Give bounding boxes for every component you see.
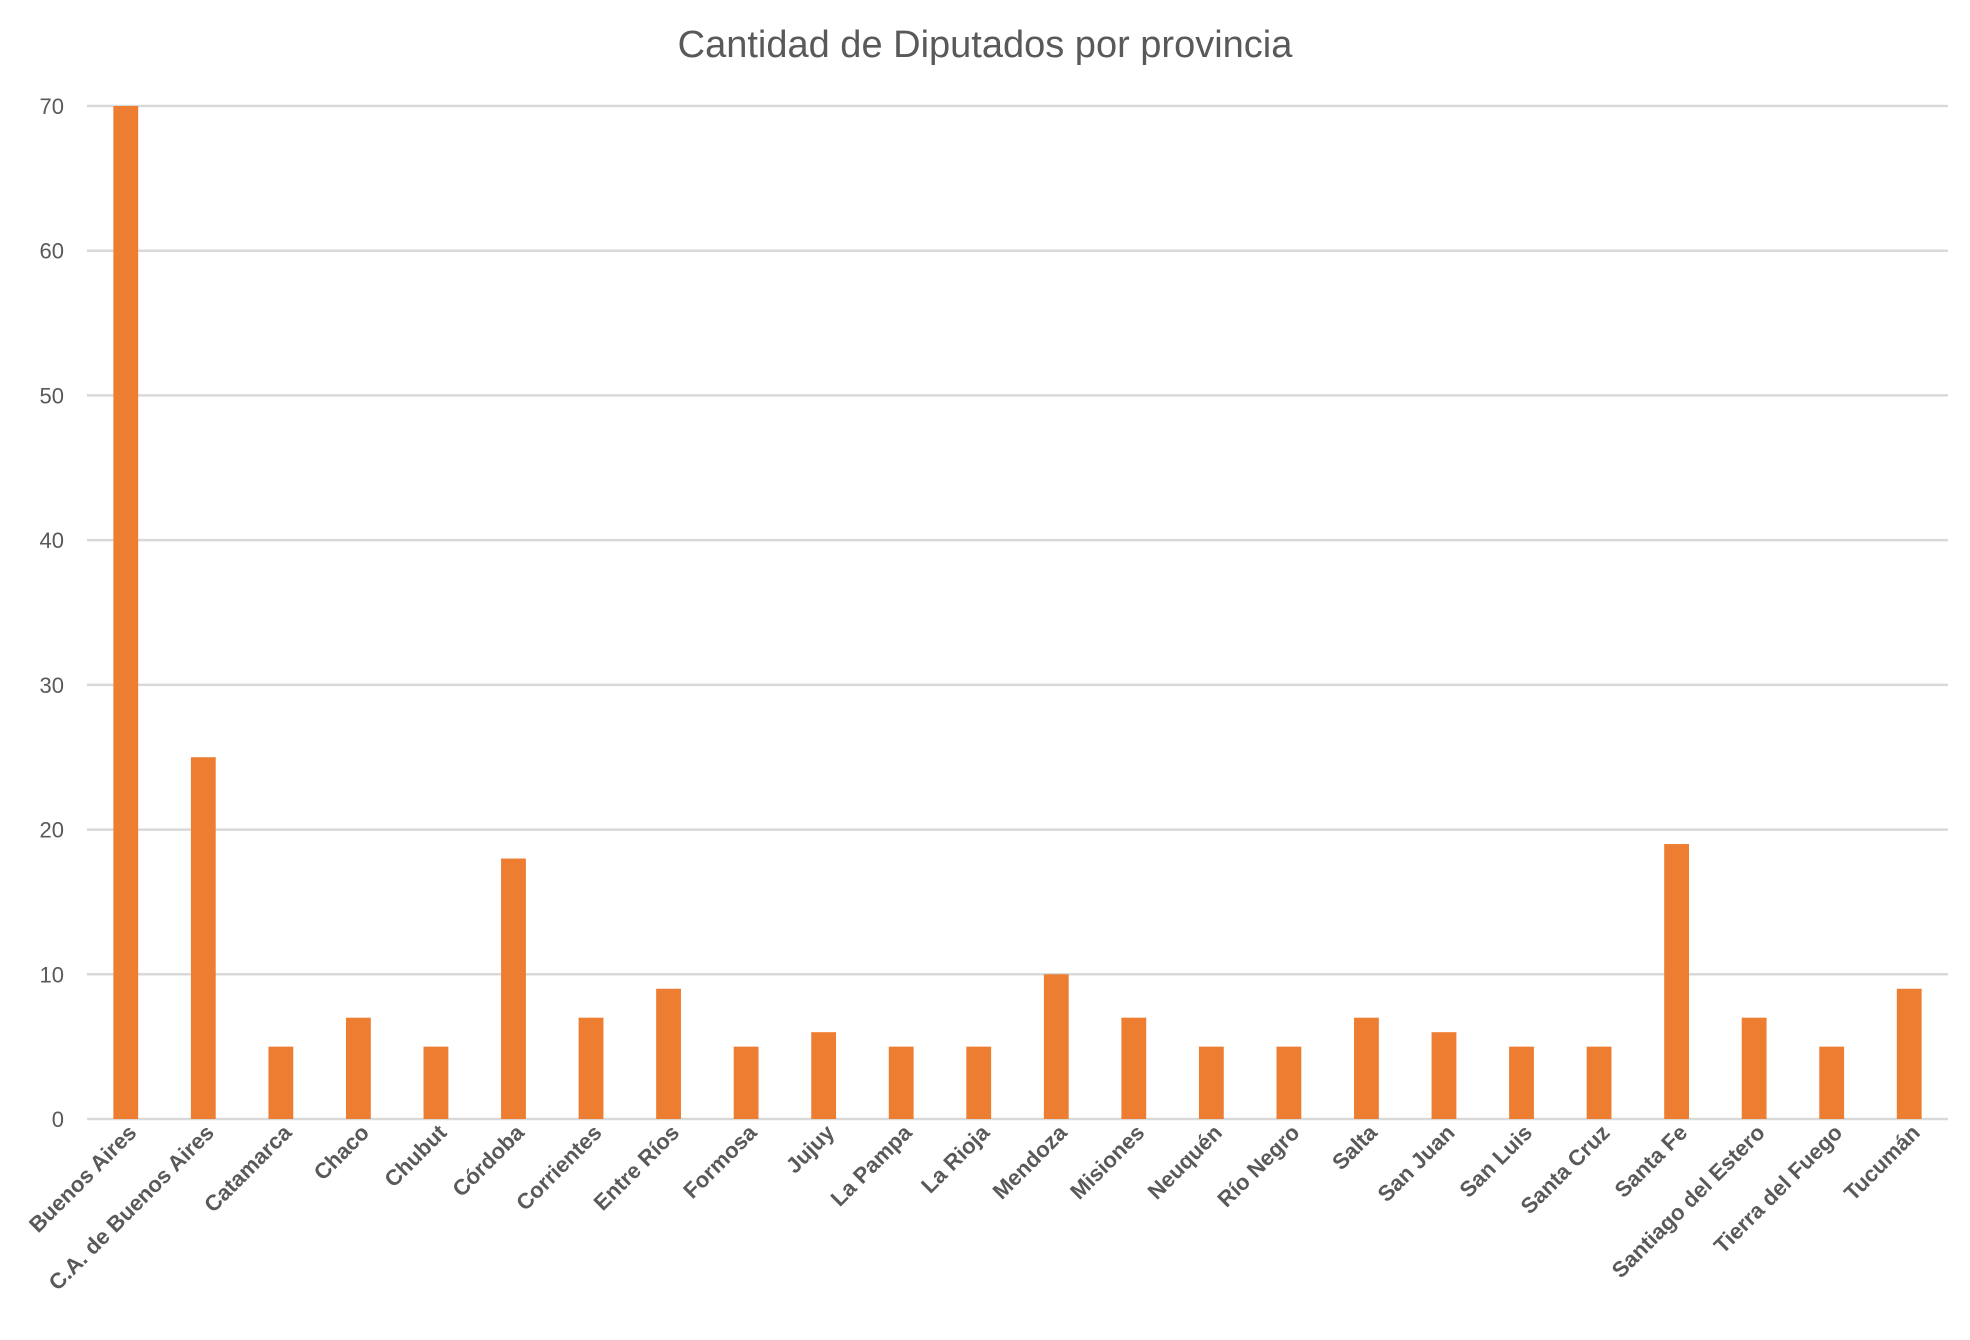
x-tick-label: Córdoba (447, 1119, 529, 1201)
bar (966, 1046, 992, 1119)
y-tick-label: 60 (40, 239, 64, 264)
bar (888, 1046, 914, 1119)
bar (656, 988, 681, 1119)
chart-title: Cantidad de Diputados por provincia (678, 24, 1294, 66)
x-tick-label: San Juan (1373, 1120, 1460, 1207)
x-tick-label: Santa Fe (1610, 1120, 1693, 1203)
bar (1121, 1017, 1147, 1119)
bars (113, 106, 1922, 1119)
y-tick-label: 40 (40, 528, 64, 553)
x-tick-label: Mendoza (988, 1119, 1073, 1204)
y-tick-label: 30 (40, 673, 64, 698)
x-tick-label: Formosa (678, 1119, 762, 1203)
bar (1586, 1046, 1612, 1119)
bar (1741, 1017, 1767, 1119)
bar (268, 1046, 294, 1119)
y-axis-ticks: 0 10 20 30 40 50 60 70 (40, 94, 64, 1132)
y-tick-label: 20 (40, 818, 64, 843)
y-tick-label: 10 (40, 962, 64, 987)
bar (501, 858, 526, 1119)
x-tick-label: Río Negro (1212, 1120, 1304, 1212)
x-tick-label: Chubut (379, 1119, 452, 1192)
bar (733, 1046, 759, 1119)
bar (1819, 1046, 1845, 1119)
bar (190, 757, 216, 1119)
x-tick-label: La Pampa (826, 1119, 918, 1211)
bar (345, 1017, 371, 1119)
gridlines (87, 104, 1948, 1121)
bar (1354, 1017, 1379, 1119)
bar (1896, 988, 1922, 1119)
bar (1509, 1046, 1534, 1119)
bar (1043, 974, 1069, 1119)
bar (423, 1046, 449, 1119)
x-tick-label: Chaco (309, 1120, 374, 1185)
bar (811, 1032, 837, 1119)
x-tick-label: Tucumán (1839, 1120, 1925, 1206)
x-tick-label: Misiones (1065, 1120, 1149, 1204)
bar (1276, 1046, 1302, 1119)
bar (1431, 1032, 1457, 1119)
bar (578, 1017, 604, 1119)
x-tick-label: Tierra del Fuego (1709, 1120, 1847, 1258)
bar (113, 106, 139, 1119)
bar (1664, 844, 1690, 1119)
x-tick-label: La Rioja (916, 1119, 995, 1198)
x-tick-label: Salta (1327, 1119, 1382, 1174)
y-tick-label: 50 (40, 383, 64, 408)
y-tick-label: 70 (40, 94, 64, 119)
x-tick-label: San Luis (1455, 1120, 1538, 1203)
bar (1198, 1046, 1224, 1119)
x-tick-label: Jujuy (781, 1119, 840, 1178)
x-tick-label: Santiago del Estero (1607, 1120, 1770, 1283)
y-tick-label: 0 (52, 1107, 64, 1132)
